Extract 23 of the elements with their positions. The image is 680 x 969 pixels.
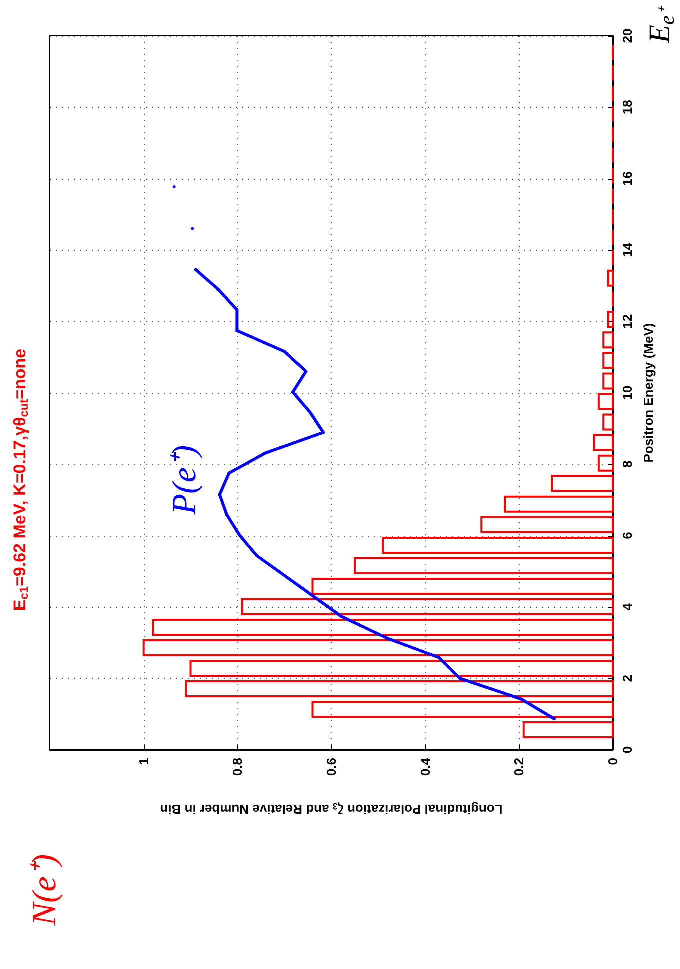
x-tick-label: 0 [606,758,620,766]
y-tick-label: 10 [620,386,635,400]
text: Ec1=9.62 MeV, K=0.17,γθcut=none [10,348,31,612]
y-tick-label: 16 [620,172,635,186]
text: N(e⁺) [26,854,64,927]
x-tick-label: 0.4 [418,757,433,776]
y-tick-label: 8 [620,460,635,468]
y-axis-title: Positron Energy (MeV) [640,323,656,463]
y-tick-label: 14 [620,242,635,258]
y-tick-label: 6 [620,532,635,540]
x-axis-title: Longitudinal Polarization ζ3 and Relative Number in Bin [160,802,503,817]
text: P(e⁺) [166,445,204,516]
text: Ee⁺ [644,6,679,44]
x-tick-label: 0.8 [230,758,246,776]
x-tick-label: 0.2 [512,758,527,776]
y-tick-label: 18 [620,100,635,115]
y-tick-label: 4 [620,602,635,611]
x-tick-label: 1 [136,758,152,766]
y-tick-label: 20 [620,28,635,44]
x-tick-label: 0.6 [324,758,339,776]
y-tick-label: 2 [620,674,635,682]
y-tick-label: 12 [620,314,635,329]
y-tick-label: 0 [620,746,635,754]
